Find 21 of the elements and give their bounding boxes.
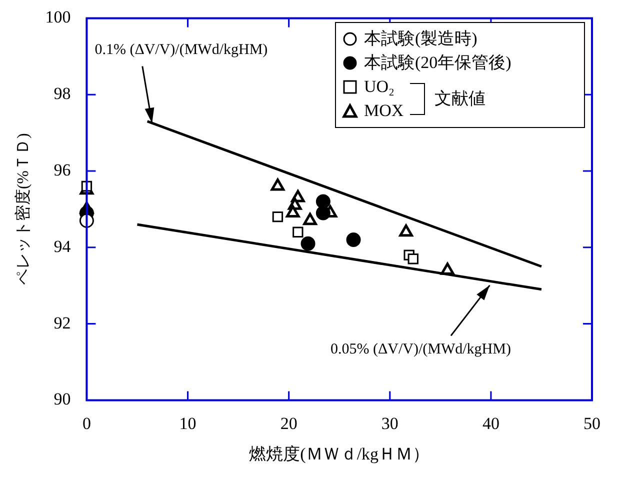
legend-label: 本試験(製造時) — [364, 28, 478, 50]
legend-label: 本試験(20年保管後) — [364, 52, 512, 74]
x-tick-label: 10 — [179, 414, 196, 433]
x-tick-label: 0 — [82, 414, 91, 433]
legend-label: MOX — [364, 100, 404, 122]
x-axis-title: 燃焼度(ＭＷｄ/kgＨＭ） — [249, 444, 430, 464]
x-tick-label: 40 — [482, 414, 500, 433]
legend-title: 文献値 — [434, 88, 486, 110]
y-tick-label: 92 — [54, 313, 71, 332]
y-tick-label: 90 — [54, 390, 71, 409]
y-tick-label: 98 — [54, 84, 71, 104]
y-tick-label: 96 — [54, 160, 71, 180]
annotation: 0.05% (ΔV/V)/(MWd/kgHM) — [330, 342, 511, 358]
annotation: 0.1% (ΔV/V)/(MWd/kgHM) — [94, 42, 268, 58]
y-tick-label: 94 — [54, 236, 72, 256]
x-tick-label: 30 — [381, 414, 398, 433]
x-tick-label: 50 — [584, 414, 600, 433]
y-tick-label: 100 — [45, 8, 71, 27]
legend-label: UO₂ — [364, 76, 394, 98]
x-tick-label: 20 — [280, 414, 298, 433]
y-axis-title: ペレット密度(%ＴＤ) — [14, 133, 32, 286]
